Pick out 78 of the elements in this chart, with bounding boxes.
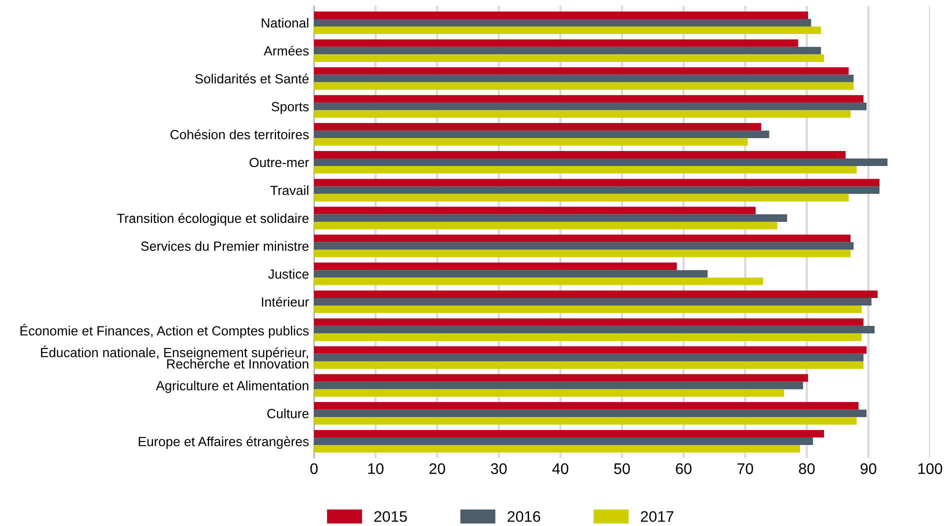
bar: [314, 262, 677, 270]
bar: [314, 206, 756, 214]
bar: [314, 234, 851, 242]
y-tick-label: Outre-mer: [250, 158, 309, 168]
bar: [314, 382, 804, 390]
x-tick-label: 50: [614, 463, 630, 474]
bar: [314, 95, 864, 103]
bar: [314, 437, 813, 446]
bar: [314, 138, 748, 146]
bar: [314, 306, 862, 314]
x-tick-label: 70: [737, 463, 754, 474]
y-tick-label: Justice: [268, 269, 309, 279]
bar: [314, 270, 708, 278]
y-tick-label: Économie et Finances, Action et Comptes publics: [20, 324, 309, 338]
bar: [314, 18, 812, 27]
y-tick-label: Éducation nationale, Enseignement supérieur, Recherche et Innovation: [41, 346, 308, 369]
bar: [314, 158, 888, 166]
bar: [314, 374, 808, 382]
bar: [314, 74, 854, 82]
bar: [314, 123, 762, 131]
y-tick-label: Services du Premier ministre: [141, 241, 309, 251]
y-tick-label: Europe et Affaires étrangères: [138, 436, 309, 449]
bar: [314, 417, 857, 425]
bar: [314, 214, 788, 222]
x-tick-label: 10: [368, 463, 384, 474]
x-tick-label: 100: [918, 463, 942, 474]
x-tick-label: 80: [798, 463, 815, 474]
y-tick-label: Agriculture et Alimentation: [156, 380, 308, 393]
bar: [314, 110, 851, 118]
x-tick-label: 60: [676, 463, 692, 474]
bar: [314, 222, 778, 230]
bar: [314, 178, 880, 186]
y-tick-label: Sports: [272, 102, 309, 114]
legend-label: 2017: [640, 511, 674, 522]
bar: [314, 194, 849, 202]
bar: [314, 290, 878, 298]
bar: [314, 11, 808, 19]
x-tick-label: 90: [860, 463, 876, 474]
bar: [314, 326, 875, 334]
bar: [314, 354, 864, 362]
bar: [314, 46, 821, 54]
bar: [314, 186, 880, 194]
legend-label: 2016: [508, 511, 540, 522]
bar: [314, 26, 821, 34]
bar: [314, 389, 784, 397]
y-tick-label: Culture: [267, 408, 309, 418]
bar: [314, 150, 846, 158]
bar: [314, 445, 800, 453]
bar: [314, 39, 798, 47]
x-tick-label: 40: [552, 463, 568, 474]
x-tick-label: 0: [310, 463, 318, 474]
bar: [314, 166, 857, 174]
bar: [314, 278, 764, 286]
bar: [314, 298, 872, 306]
y-tick-label: Cohésion des territoires: [170, 129, 309, 140]
y-tick-label: National: [262, 18, 308, 28]
y-tick-label: Solidarités et Santé: [195, 74, 309, 84]
bar: [314, 102, 867, 110]
y-tick-label: Intérieur: [262, 296, 309, 307]
bar: [314, 346, 867, 354]
bar: [314, 67, 849, 75]
bar: [314, 250, 851, 258]
bar: [314, 130, 770, 138]
bar: [314, 361, 864, 369]
bar: [314, 242, 854, 250]
y-tick-label: Transition écologique et solidaire: [117, 213, 309, 226]
bar: [314, 430, 824, 438]
bar: [314, 410, 867, 418]
bar: [314, 318, 864, 326]
y-tick-label: Armées: [264, 46, 309, 56]
bar: [314, 333, 862, 341]
y-tick-label: Travail: [270, 185, 308, 196]
x-tick-label: 30: [490, 463, 507, 474]
bar: [314, 54, 824, 62]
bar: [314, 402, 859, 410]
x-tick-label: 20: [429, 463, 446, 474]
bar: [314, 82, 854, 90]
legend-label: 2015: [374, 511, 407, 522]
